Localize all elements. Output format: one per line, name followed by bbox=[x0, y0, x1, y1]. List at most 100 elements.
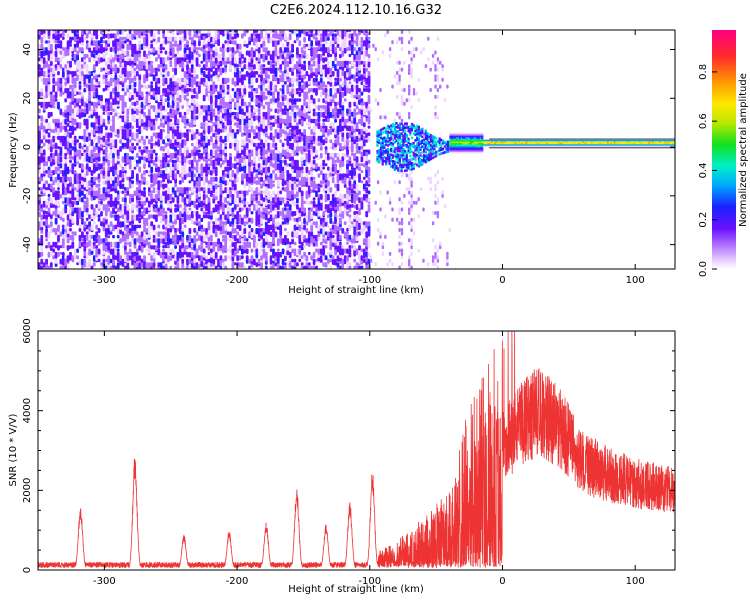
heatmap-cell bbox=[112, 207, 115, 214]
heatmap-cell bbox=[195, 262, 199, 269]
heatmap-cell bbox=[219, 60, 223, 67]
heatmap-cell bbox=[229, 118, 232, 125]
heatmap-cell bbox=[250, 159, 254, 166]
heatmap-cell bbox=[243, 197, 247, 202]
heatmap-cell bbox=[164, 98, 168, 103]
heatmap-cell bbox=[312, 197, 316, 201]
heatmap-cell bbox=[64, 77, 68, 81]
heatmap-cell bbox=[250, 211, 254, 215]
heatmap-cell bbox=[61, 36, 65, 40]
heatmap-cell bbox=[224, 221, 228, 226]
heatmap-cell bbox=[248, 57, 251, 63]
heatmap-cell bbox=[284, 47, 287, 53]
heatmap-cell bbox=[102, 159, 106, 167]
heatmap-cell bbox=[178, 228, 182, 235]
heatmap-cell bbox=[243, 207, 247, 211]
heatmap-cell bbox=[69, 193, 72, 198]
heatmap-cell bbox=[61, 30, 65, 37]
heatmap-cell bbox=[178, 142, 182, 150]
heatmap-cell bbox=[38, 187, 41, 191]
heatmap-cell bbox=[104, 125, 108, 131]
heatmap-cell bbox=[319, 146, 323, 151]
heatmap-cell bbox=[85, 30, 89, 34]
heatmap-cell bbox=[97, 204, 101, 209]
heatmap-cell bbox=[178, 36, 182, 40]
heatmap-cell bbox=[71, 71, 75, 78]
heatmap-cell bbox=[157, 166, 161, 173]
heatmap-cell bbox=[193, 105, 197, 111]
heatmap-cell bbox=[159, 105, 163, 112]
heatmap-cell bbox=[310, 255, 314, 261]
heatmap-cell bbox=[126, 176, 130, 181]
heatmap-cell bbox=[236, 111, 240, 119]
heatmap-cell bbox=[324, 190, 328, 194]
heatmap-cell bbox=[312, 180, 316, 187]
heatmap-cell bbox=[174, 231, 177, 238]
heatmap-cell bbox=[40, 204, 44, 209]
heatmap-cell bbox=[272, 156, 275, 161]
heatmap-cell bbox=[42, 221, 46, 226]
heatmap-cell bbox=[135, 204, 139, 209]
heatmap-cell bbox=[40, 30, 44, 33]
heatmap-cell bbox=[104, 98, 108, 103]
heatmap-cell bbox=[57, 71, 60, 76]
heatmap-cell bbox=[324, 193, 328, 199]
heatmap-cell bbox=[224, 173, 228, 178]
heatmap-cell bbox=[38, 156, 41, 162]
heatmap-cell bbox=[121, 262, 125, 267]
heatmap-cell bbox=[226, 248, 230, 252]
heatmap-cell bbox=[219, 122, 223, 130]
heatmap-cell bbox=[288, 163, 292, 167]
heatmap-cell bbox=[315, 88, 318, 94]
heatmap-cell bbox=[264, 228, 268, 235]
heatmap-cell bbox=[198, 217, 201, 222]
heatmap-cell bbox=[157, 190, 161, 195]
heatmap-cell bbox=[152, 142, 156, 146]
heatmap-cell bbox=[229, 33, 232, 37]
heatmap-cell bbox=[109, 118, 113, 122]
heatmap-cell bbox=[217, 245, 220, 252]
heatmap-cell bbox=[238, 152, 242, 158]
heatmap-cell bbox=[193, 200, 197, 205]
heatmap-cell bbox=[243, 101, 247, 106]
heatmap-cell bbox=[188, 187, 192, 191]
heatmap-cell bbox=[164, 152, 168, 160]
heatmap-cell bbox=[147, 43, 151, 50]
heatmap-cell bbox=[272, 190, 275, 195]
heatmap-cell bbox=[40, 176, 44, 182]
heatmap-cell bbox=[54, 176, 58, 183]
heatmap-cell bbox=[300, 221, 304, 228]
heatmap-cell bbox=[281, 187, 285, 191]
heatmap-cell bbox=[183, 30, 187, 37]
heatmap-cell bbox=[183, 204, 187, 208]
heatmap-cell bbox=[324, 238, 328, 245]
heatmap-cell bbox=[310, 40, 314, 47]
heatmap-cell bbox=[200, 152, 204, 160]
heatmap-cell bbox=[260, 118, 263, 125]
heatmap-cell bbox=[221, 149, 225, 156]
heatmap-cell bbox=[135, 132, 139, 139]
heatmap-cell bbox=[102, 255, 106, 260]
heatmap-cell bbox=[186, 101, 189, 108]
heatmap-cell bbox=[97, 142, 101, 147]
heatmap-cell bbox=[317, 98, 321, 103]
heatmap-cell bbox=[288, 152, 292, 158]
heatmap-cell bbox=[131, 193, 134, 198]
heatmap-cell bbox=[288, 180, 292, 187]
heatmap-cell bbox=[159, 132, 163, 139]
heatmap-cell bbox=[128, 221, 132, 226]
heatmap-cell bbox=[85, 118, 89, 125]
heatmap-cell bbox=[267, 84, 271, 91]
heatmap-cell bbox=[276, 238, 280, 244]
heatmap-cell bbox=[38, 251, 41, 258]
heatmap-cell bbox=[181, 248, 185, 252]
heatmap-cell bbox=[298, 146, 302, 152]
heatmap-cell bbox=[190, 43, 194, 50]
heatmap-cell bbox=[147, 50, 151, 56]
heatmap-cell bbox=[200, 200, 204, 208]
heatmap-cell bbox=[88, 156, 91, 163]
heatmap-cell bbox=[133, 224, 137, 231]
heatmap-cell bbox=[238, 108, 242, 115]
heatmap-cell bbox=[47, 183, 51, 191]
